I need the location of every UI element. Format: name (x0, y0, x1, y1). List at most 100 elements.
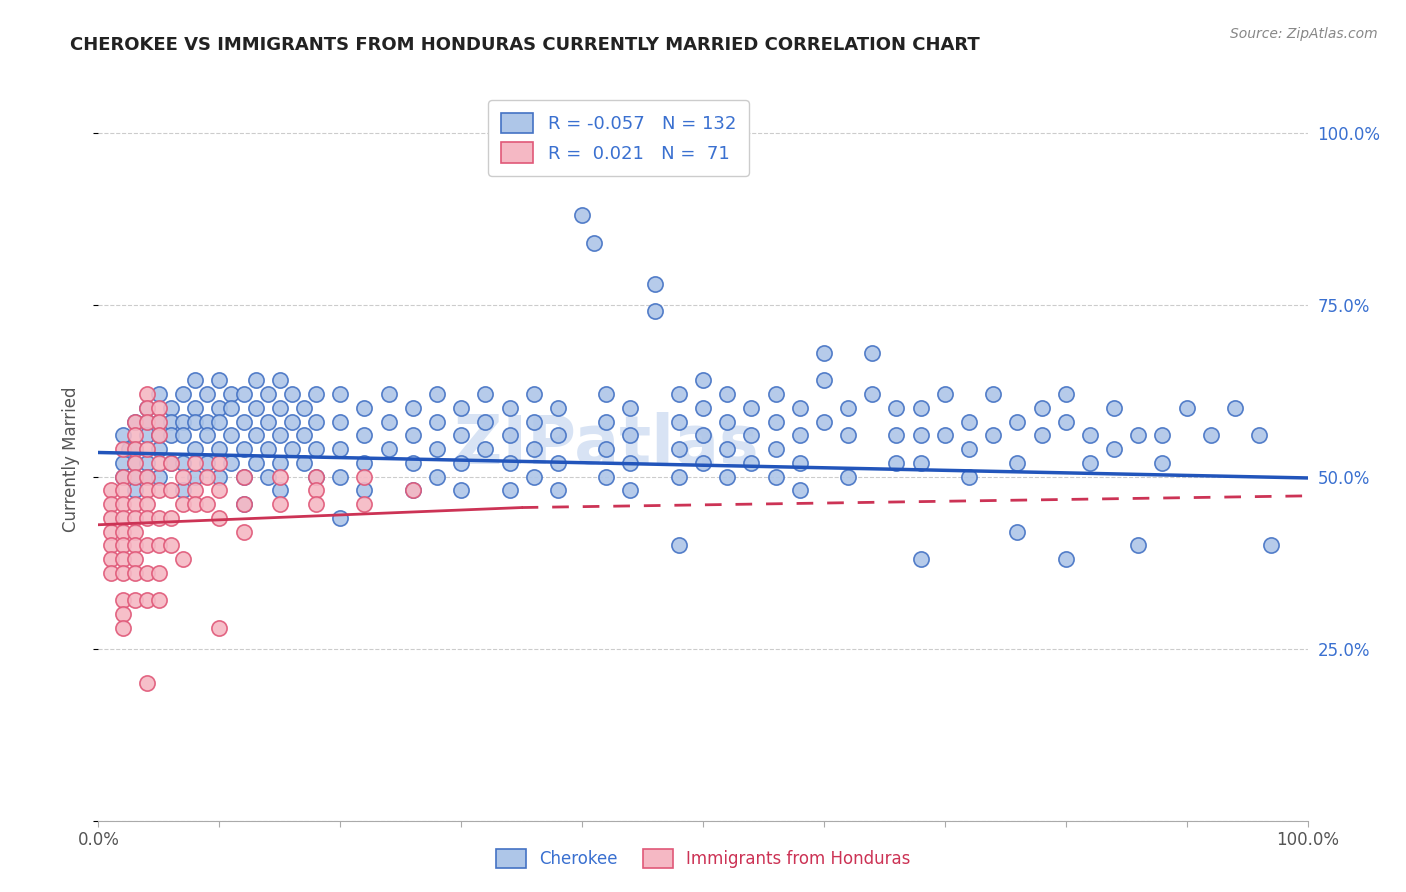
Point (160, 511, 183, 525)
Point (1260, 538, 1282, 552)
Point (135, 483, 157, 498)
Point (619, 401, 641, 415)
Point (148, 442, 170, 456)
Point (148, 401, 170, 415)
Point (1128, 428, 1150, 442)
Point (765, 469, 787, 483)
Point (195, 415, 218, 429)
Point (860, 387, 883, 401)
Point (740, 428, 762, 442)
Point (353, 497, 375, 511)
Point (111, 469, 134, 483)
Point (353, 456, 375, 470)
Point (1102, 401, 1125, 415)
Point (172, 415, 194, 429)
Point (1054, 552, 1077, 566)
Point (644, 277, 666, 291)
Point (269, 456, 291, 470)
Point (1175, 401, 1198, 415)
Point (619, 428, 641, 442)
Point (135, 538, 157, 552)
Point (1152, 456, 1174, 470)
Point (837, 401, 859, 415)
Point (148, 538, 170, 552)
Point (184, 497, 207, 511)
Point (595, 415, 617, 429)
Point (160, 456, 183, 470)
Point (377, 415, 399, 429)
Point (184, 456, 207, 470)
Point (716, 387, 738, 401)
Point (124, 497, 146, 511)
Point (716, 469, 738, 483)
Point (184, 469, 207, 483)
Point (124, 552, 146, 566)
Point (148, 469, 170, 483)
Point (765, 387, 787, 401)
Point (1007, 524, 1029, 539)
Point (256, 469, 278, 483)
Point (148, 566, 170, 580)
Point (111, 524, 134, 539)
Point (813, 415, 835, 429)
Point (402, 456, 425, 470)
Point (195, 428, 218, 442)
Point (305, 387, 328, 401)
Point (329, 511, 352, 525)
Point (1054, 415, 1077, 429)
Point (292, 401, 315, 415)
Point (111, 552, 134, 566)
Point (148, 593, 170, 607)
Point (583, 235, 606, 250)
Point (184, 442, 207, 456)
Point (148, 456, 170, 470)
Point (100, 497, 122, 511)
Point (221, 387, 243, 401)
Point (402, 483, 425, 498)
Point (124, 456, 146, 470)
Point (402, 428, 425, 442)
Point (860, 345, 883, 359)
Point (644, 304, 666, 318)
Point (716, 415, 738, 429)
Point (135, 442, 157, 456)
Point (124, 511, 146, 525)
Point (245, 428, 267, 442)
Point (208, 401, 231, 415)
Point (353, 401, 375, 415)
Point (160, 456, 183, 470)
Point (305, 469, 328, 483)
Point (329, 387, 352, 401)
Legend: Cherokee, Immigrants from Honduras: Cherokee, Immigrants from Honduras (489, 842, 917, 875)
Point (148, 511, 170, 525)
Point (221, 401, 243, 415)
Point (160, 483, 183, 498)
Point (269, 469, 291, 483)
Point (450, 428, 472, 442)
Point (474, 387, 496, 401)
Point (474, 415, 496, 429)
Point (195, 387, 218, 401)
Point (1128, 538, 1150, 552)
Point (172, 456, 194, 470)
Point (934, 387, 956, 401)
Point (377, 442, 399, 456)
Point (208, 469, 231, 483)
Point (1223, 401, 1246, 415)
Point (886, 401, 908, 415)
Point (172, 387, 194, 401)
Point (111, 469, 134, 483)
Point (353, 469, 375, 483)
Point (668, 538, 690, 552)
Point (245, 373, 267, 387)
Point (135, 387, 157, 401)
Point (111, 511, 134, 525)
Point (692, 456, 714, 470)
Point (377, 387, 399, 401)
Point (910, 428, 932, 442)
Point (232, 415, 254, 429)
Point (740, 401, 762, 415)
Point (837, 428, 859, 442)
Point (910, 552, 932, 566)
Point (269, 497, 291, 511)
